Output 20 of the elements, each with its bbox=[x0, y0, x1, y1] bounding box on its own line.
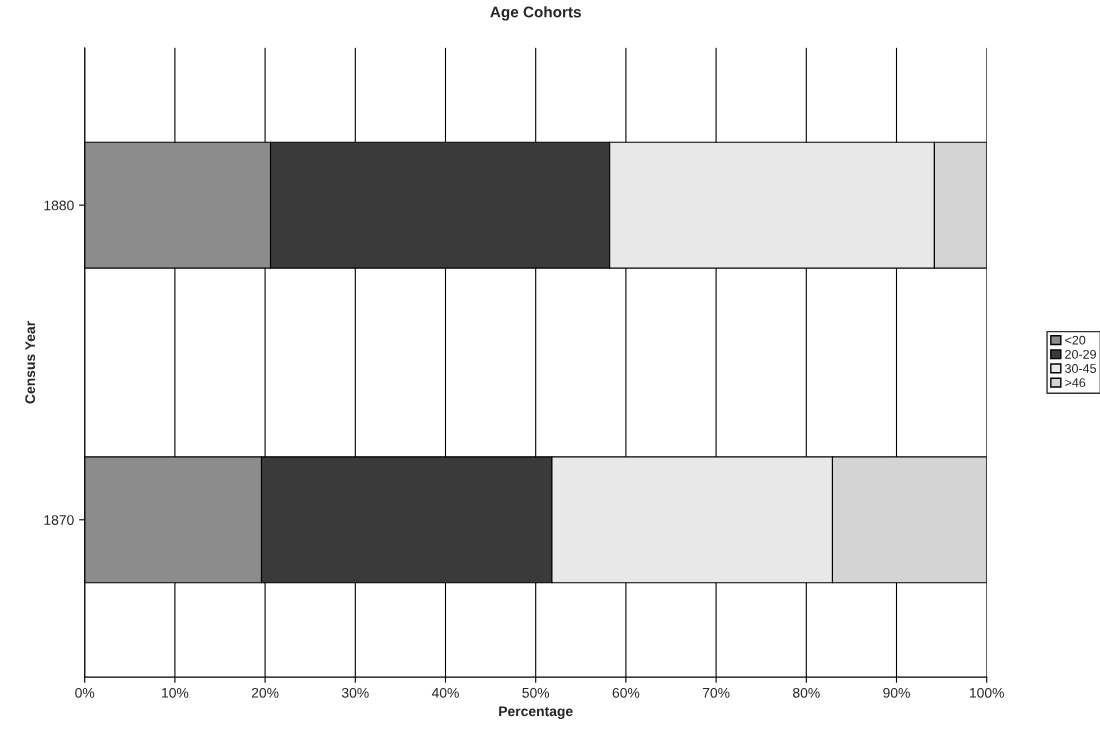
legend-label: 30-45 bbox=[1065, 364, 1097, 373]
x-tick-label: 40% bbox=[431, 687, 459, 698]
y-axis-title: Census Year bbox=[25, 321, 36, 404]
x-tick-label: 30% bbox=[341, 687, 369, 698]
x-tick-label: 50% bbox=[522, 687, 550, 698]
y-tick-label: 1880 bbox=[44, 200, 74, 211]
x-tick-label: 80% bbox=[793, 687, 820, 698]
x-tick-label: 20% bbox=[251, 687, 279, 698]
x-tick-label: 10% bbox=[162, 687, 189, 698]
x-tick-label: 60% bbox=[612, 687, 640, 698]
y-tick-label: 1870 bbox=[44, 515, 74, 525]
legend-label: 20-29 bbox=[1065, 349, 1096, 359]
x-tick-label: 0% bbox=[75, 687, 95, 698]
x-tick-label: 100% bbox=[970, 687, 1004, 698]
chart-title: Age Cohorts bbox=[490, 6, 581, 21]
legend-label: >46 bbox=[1065, 378, 1086, 388]
x-tick-label: 90% bbox=[883, 687, 910, 698]
x-tick-label: 70% bbox=[702, 687, 730, 698]
legend-label: <20 bbox=[1065, 335, 1086, 345]
x-axis-title: Percentage bbox=[499, 706, 573, 719]
